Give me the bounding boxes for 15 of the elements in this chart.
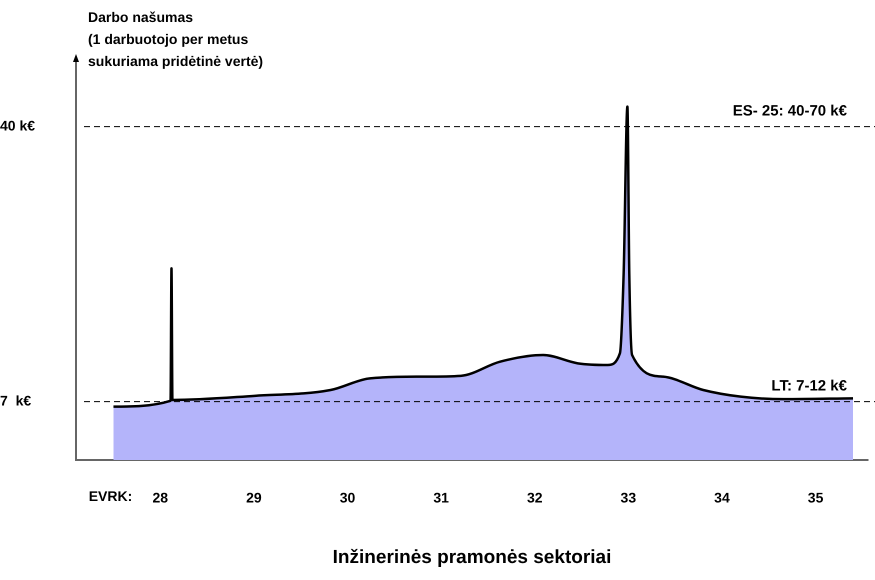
- x-tick-label: 29: [246, 489, 262, 506]
- x-tick-label: 32: [526, 489, 543, 506]
- y-tick-label: 7 k€: [0, 392, 32, 409]
- y-tick-label: 40 k€: [0, 118, 36, 134]
- ref-line-label: ES- 25: 40-70 k€: [732, 102, 848, 120]
- ref-line-label: LT: 7-12 k€: [771, 377, 848, 394]
- x-tick-label: 28: [152, 489, 168, 506]
- x-tick-label: 31: [433, 489, 450, 506]
- x-tick-label: 34: [714, 489, 730, 506]
- text: EVRK:: [88, 488, 132, 504]
- x-tick-label: 30: [340, 489, 356, 506]
- x-axis-title: Inžinerinės pramonės sektoriai: [332, 547, 612, 568]
- x-tick-label: 33: [620, 489, 636, 506]
- x-tick-label: 35: [808, 489, 824, 506]
- y-axis-title: Darbo našumas (1 darbuotojo per metus sukuriama pridėtinė vertė): [88, 8, 264, 69]
